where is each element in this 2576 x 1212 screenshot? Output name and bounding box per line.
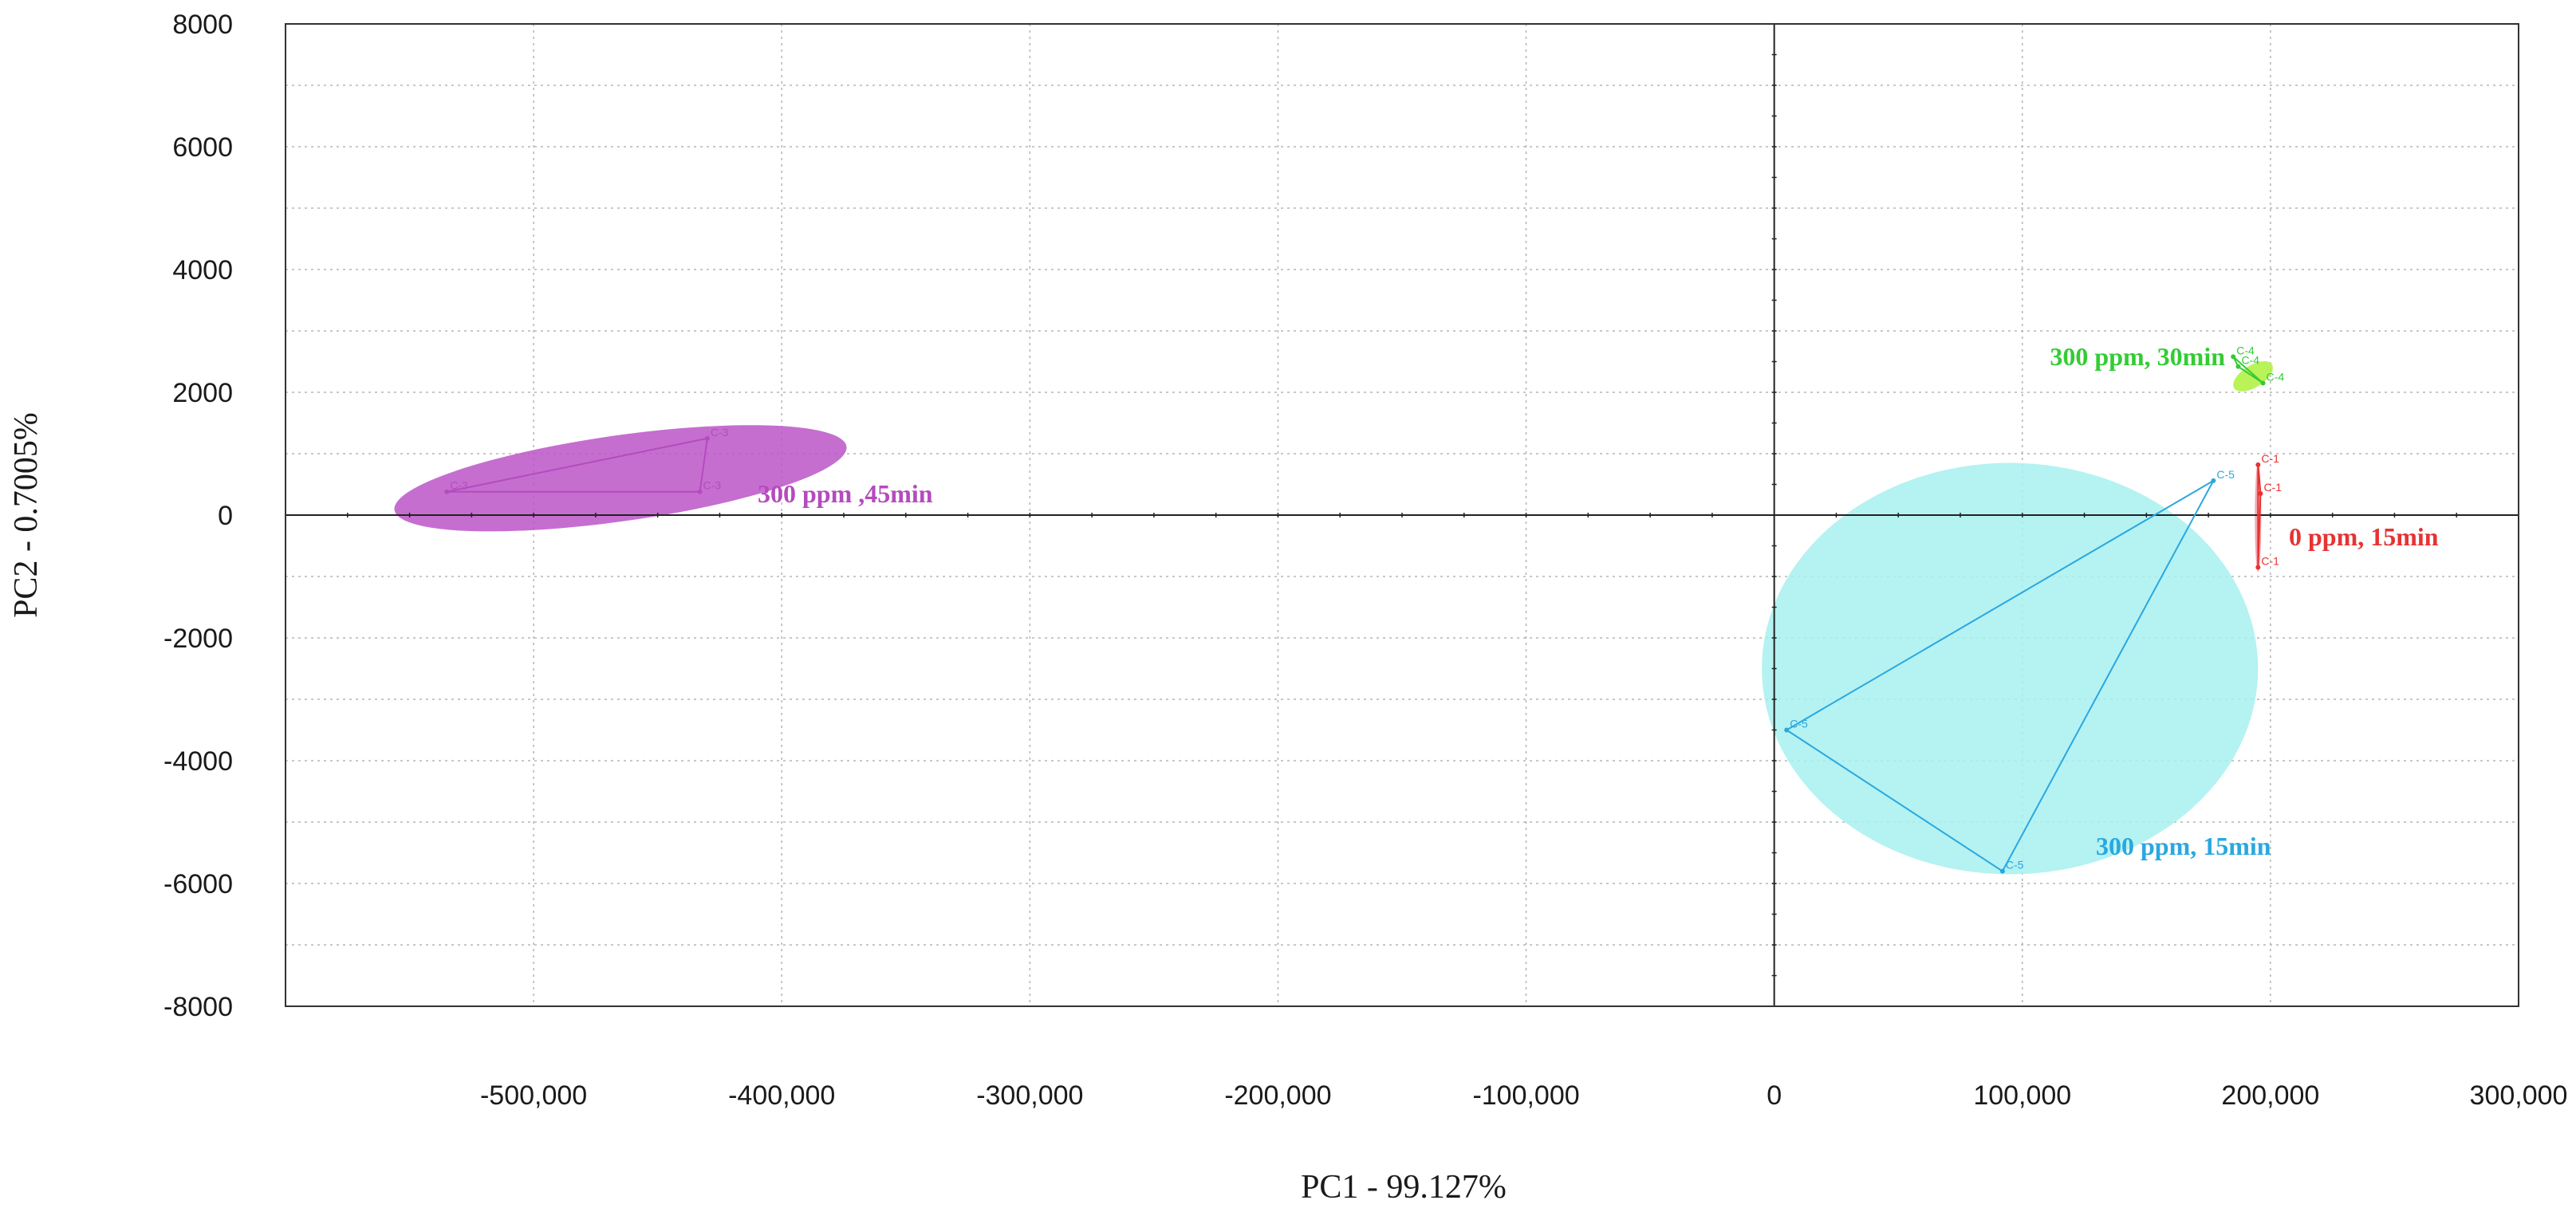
group-ellipse — [1762, 462, 2259, 875]
data-point — [1999, 868, 2005, 874]
point-label: C-1 — [2261, 554, 2279, 567]
point-label: C-5 — [1790, 718, 1808, 730]
y-tick-label: -8000 — [163, 992, 233, 1022]
data-point — [2255, 565, 2261, 570]
group-ellipse — [394, 425, 847, 532]
y-tick-label: -4000 — [163, 746, 233, 777]
group-label: 300 ppm, 15min — [2096, 832, 2271, 860]
data-point — [2235, 364, 2241, 369]
point-label: C-3 — [711, 426, 729, 439]
point-label: C-5 — [2216, 468, 2235, 481]
y-tick-label: -6000 — [163, 869, 233, 899]
x-tick-label: 0 — [1767, 1080, 1782, 1111]
y-tick-label: 4000 — [172, 255, 233, 285]
x-tick-label: -100,000 — [1472, 1080, 1579, 1111]
x-tick-label: 200,000 — [2221, 1080, 2319, 1111]
x-tick-label: -300,000 — [976, 1080, 1083, 1111]
data-point — [2260, 380, 2266, 386]
group-label: 0 ppm, 15min — [2289, 522, 2439, 551]
grid-lines — [286, 24, 2519, 1006]
point-label: C-5 — [2006, 859, 2024, 872]
point-label: C-1 — [2263, 481, 2282, 494]
y-tick-label: 8000 — [172, 10, 233, 40]
point-label: C-1 — [2261, 452, 2279, 465]
data-point — [2231, 354, 2236, 360]
group-connector — [2232, 356, 2264, 384]
zero-axes — [285, 23, 2519, 1007]
x-tick-label: -200,000 — [1224, 1080, 1331, 1111]
point-label: C-4 — [2267, 370, 2285, 383]
group-label: 300 ppm ,45min — [758, 479, 933, 508]
data-point — [2211, 478, 2216, 483]
group-connector — [2257, 464, 2262, 568]
data-point — [2258, 491, 2263, 497]
x-tick-label: 300,000 — [2470, 1080, 2568, 1111]
y-tick-label: 6000 — [172, 132, 233, 163]
data-points: C-3C-3C-3C-4C-4C-4C-1C-1C-1C-5C-5C-5 — [444, 344, 2285, 874]
point-label: C-3 — [450, 479, 468, 492]
tick-labels: -500,000 -400,000 -300,000 -200,000 -100,000… — [163, 10, 2567, 1111]
plot-frame — [285, 23, 2519, 1007]
point-label: C-3 — [703, 479, 722, 492]
group-connector — [1785, 478, 2216, 873]
data-point — [2255, 462, 2261, 467]
data-point — [1784, 727, 1790, 733]
y-tick-label: 0 — [218, 501, 233, 531]
data-point — [444, 489, 450, 494]
x-tick-label: -400,000 — [728, 1080, 835, 1111]
point-label: C-4 — [2241, 354, 2259, 367]
x-tick-label: 100,000 — [1973, 1080, 2071, 1111]
x-tick-label: -500,000 — [480, 1080, 587, 1111]
data-point — [704, 435, 710, 441]
group-connecting-lines — [447, 356, 2264, 873]
y-axis-title: PC2 - 0.7005% — [8, 412, 45, 618]
group-ellipses — [394, 361, 2273, 875]
x-axis-title: PC1 - 99.127% — [1301, 1169, 1507, 1206]
point-label: C-4 — [2236, 344, 2255, 356]
group-labels: 300 ppm ,45min 300 ppm, 30min 0 ppm, 15min… — [758, 342, 2439, 860]
y-tick-label: -2000 — [163, 624, 233, 654]
data-point — [697, 489, 703, 494]
y-tick-label: 2000 — [172, 378, 233, 408]
group-connector — [447, 437, 709, 493]
group-label: 300 ppm, 30min — [2050, 342, 2225, 371]
